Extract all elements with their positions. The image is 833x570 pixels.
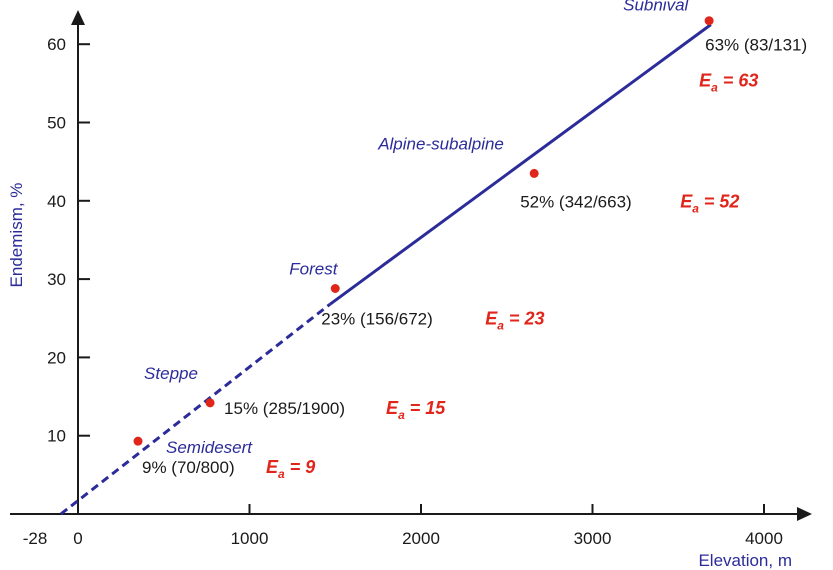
y-axis-arrow-icon xyxy=(71,10,85,25)
x-tick-label: 2000 xyxy=(402,529,440,548)
y-tick-label: 30 xyxy=(47,270,66,289)
y-tick-label: 50 xyxy=(47,114,66,133)
data-point xyxy=(529,168,539,178)
endemism-percent-label: 63% (83/131) xyxy=(705,36,807,55)
x-tick-label: 3000 xyxy=(574,529,612,548)
zone-label: Subnival xyxy=(623,0,689,15)
x-tick-label: 0 xyxy=(73,529,82,548)
data-point xyxy=(704,16,714,26)
y-tick-label: 10 xyxy=(47,427,66,446)
y-tick-label: 20 xyxy=(47,348,66,367)
regression-line-solid xyxy=(329,23,712,306)
data-point xyxy=(205,398,215,408)
data-points xyxy=(133,16,714,446)
data-point xyxy=(330,283,340,293)
x-axis-arrow-icon xyxy=(797,507,812,521)
zone-label: Semidesert xyxy=(166,438,253,457)
x-intercept-label: -28 xyxy=(23,529,48,548)
ea-label: Ea = 63 xyxy=(699,71,758,95)
y-tick-label: 40 xyxy=(47,192,66,211)
y-ticks: 10 20 30 40 50 60 xyxy=(47,35,90,446)
zone-label: Forest xyxy=(289,259,338,278)
regression-line-dashed xyxy=(59,302,332,516)
ea-label: Ea = 52 xyxy=(680,191,739,215)
endemism-percent-label: 15% (285/1900) xyxy=(224,399,345,418)
x-axis-title: Elevation, m xyxy=(698,551,792,570)
endemism-percent-label: 9% (70/800) xyxy=(142,458,235,477)
axes xyxy=(10,10,812,521)
y-axis-title: Endemism, % xyxy=(7,183,26,288)
y-tick-label: 60 xyxy=(47,35,66,54)
zone-label: Alpine-subalpine xyxy=(377,134,504,153)
endemism-percent-label: 23% (156/672) xyxy=(321,309,433,328)
ea-label: Ea = 23 xyxy=(485,308,544,332)
zone-label: Steppe xyxy=(144,364,198,383)
endemism-percent-label: 52% (342/663) xyxy=(520,192,632,211)
x-tick-label: 4000 xyxy=(745,529,783,548)
ea-label: Ea = 9 xyxy=(266,457,315,481)
data-point xyxy=(133,436,143,446)
ea-label: Ea = 15 xyxy=(386,398,446,422)
x-tick-label: 1000 xyxy=(231,529,269,548)
x-ticks: 0 1000 2000 3000 4000 xyxy=(73,504,783,548)
